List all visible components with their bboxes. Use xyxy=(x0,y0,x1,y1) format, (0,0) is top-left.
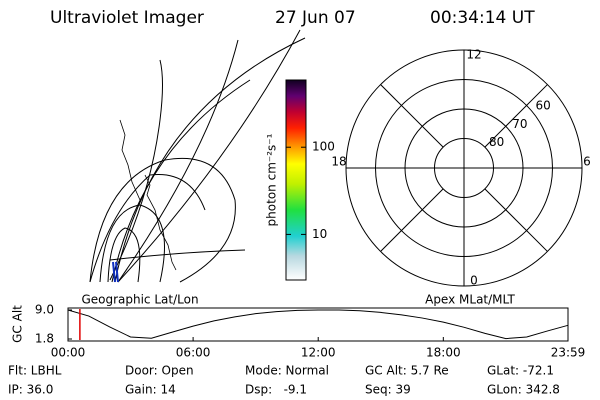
mlt-line xyxy=(380,84,444,148)
info-field: Gain: 14 xyxy=(125,383,176,397)
geo-label: Geographic Lat/Lon xyxy=(81,293,198,307)
mlt-line xyxy=(484,84,548,148)
y-tick-label: 1.8 xyxy=(35,332,54,346)
info-field: Dsp: -9.1 xyxy=(245,383,307,397)
info-field: GLat: -72.1 xyxy=(487,364,554,378)
orbit-line xyxy=(67,309,569,340)
orbit-frame xyxy=(67,307,569,342)
colorbar-tick-label: 10 xyxy=(312,227,327,241)
mlt-line xyxy=(380,188,444,252)
x-tick-label: 23:59 xyxy=(551,346,586,360)
info-field: GC Alt: 5.7 Re xyxy=(365,364,449,378)
mlt-label: 12 xyxy=(466,48,481,62)
colorbar-label: photon cm⁻²s⁻¹ xyxy=(265,133,279,226)
mlt-label: 18 xyxy=(331,155,346,169)
polar-label: Apex MLat/MLT xyxy=(425,293,515,307)
info-field: Seq: 39 xyxy=(365,383,411,397)
lat-label: 60 xyxy=(536,99,551,113)
mlt-label: 0 xyxy=(470,274,478,288)
date: 27 Jun 07 xyxy=(275,8,356,28)
mlt-line xyxy=(484,188,548,252)
x-tick-label: 18:00 xyxy=(426,346,461,360)
time: 00:34:14 UT xyxy=(430,8,535,28)
info-field: Flt: LBHL xyxy=(8,364,62,378)
mlt-label: 6 xyxy=(583,155,591,169)
lat-label: 70 xyxy=(512,117,527,131)
info-field: GLon: 342.8 xyxy=(487,383,560,397)
info-field: IP: 36.0 xyxy=(8,383,53,397)
colorbar-tick-label: 100 xyxy=(312,140,335,154)
orbit-ylabel: GC Alt xyxy=(11,305,25,343)
x-tick-label: 06:00 xyxy=(176,346,211,360)
info-field: Mode: Normal xyxy=(245,364,329,378)
info-field: Door: Open xyxy=(125,364,194,378)
x-tick-label: 12:00 xyxy=(301,346,336,360)
x-tick-label: 00:00 xyxy=(51,346,86,360)
geo-map xyxy=(89,29,306,283)
title: Ultraviolet Imager xyxy=(50,8,204,28)
y-tick-label: 9.0 xyxy=(35,303,54,317)
lat-label: 80 xyxy=(489,135,504,149)
colorbar xyxy=(285,79,307,281)
